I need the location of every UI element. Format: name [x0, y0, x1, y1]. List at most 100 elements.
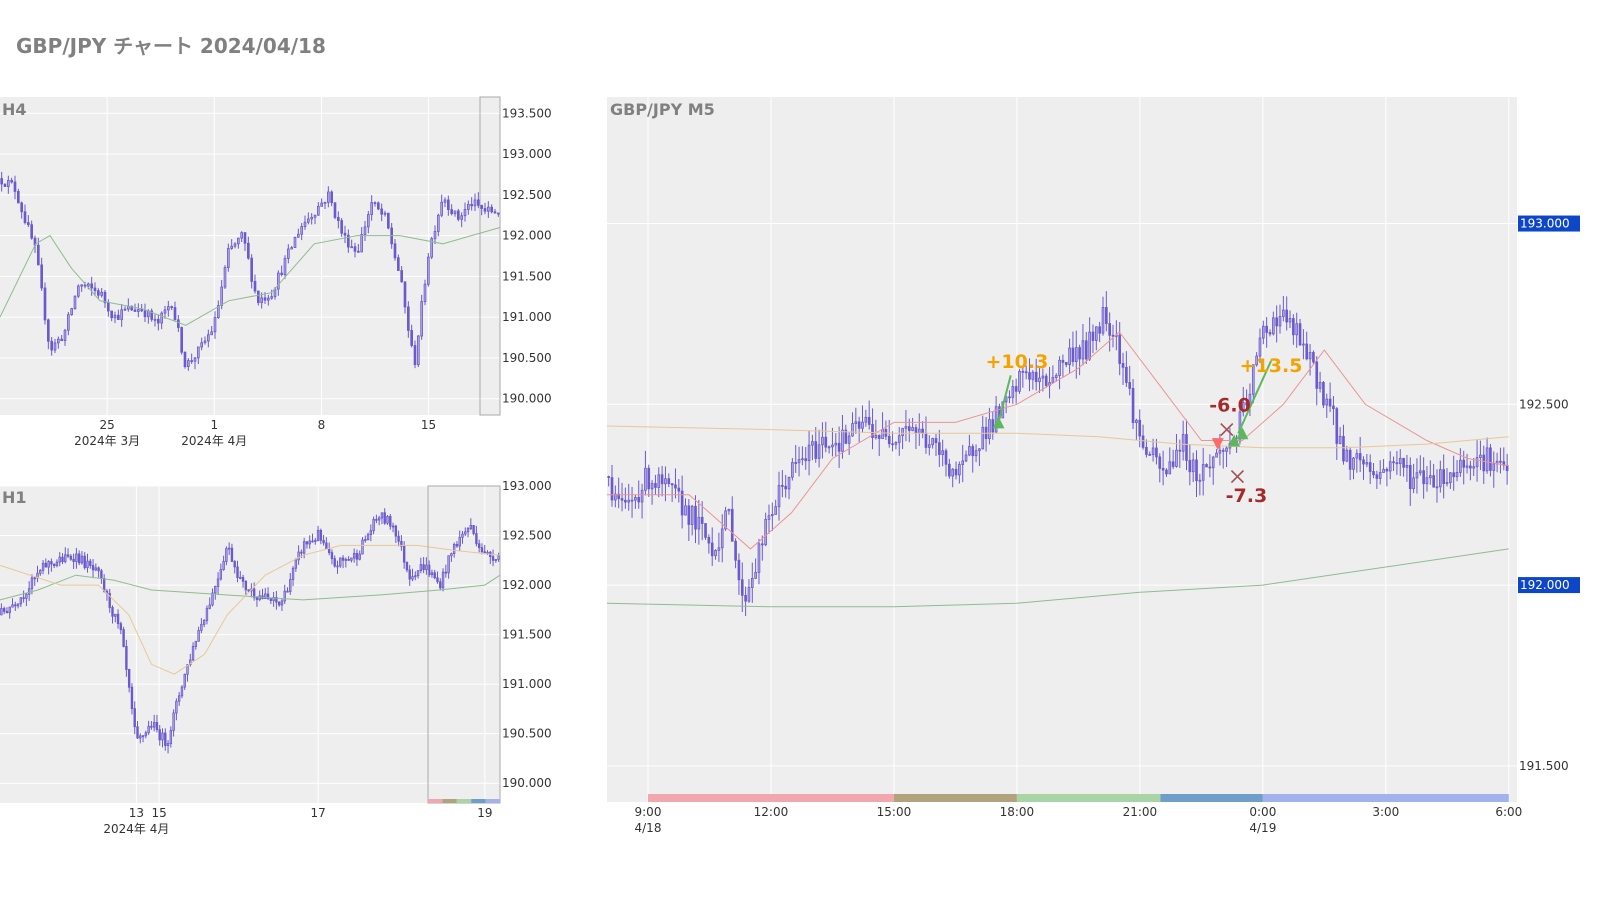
candle — [20, 201, 23, 219]
candle — [66, 548, 70, 559]
candle — [861, 405, 864, 433]
candle — [397, 254, 400, 272]
candle-body — [302, 541, 306, 554]
candle-body — [189, 659, 192, 666]
candle — [103, 289, 107, 308]
candle — [52, 563, 56, 569]
candle-body — [39, 569, 42, 574]
candle — [247, 236, 250, 260]
candle-body — [202, 620, 206, 625]
candle-body — [75, 553, 78, 562]
candle-body — [358, 553, 361, 560]
candle — [194, 640, 198, 650]
candle — [1435, 469, 1439, 503]
candle — [1028, 358, 1031, 392]
candle-body — [57, 338, 60, 344]
candle-body — [225, 548, 228, 562]
candle — [607, 475, 610, 487]
candle-body — [1298, 323, 1302, 346]
candle-body — [1175, 449, 1178, 467]
candle-body — [140, 309, 143, 312]
candle-body — [422, 564, 425, 571]
candle — [236, 560, 239, 583]
candle — [630, 486, 634, 518]
candle — [750, 562, 754, 603]
candle — [871, 408, 874, 450]
candle-body — [1382, 468, 1385, 473]
candle — [680, 475, 684, 529]
candle-body — [1078, 347, 1081, 360]
candle — [60, 334, 63, 342]
candle-body — [247, 242, 250, 259]
candle-body — [1195, 459, 1198, 482]
candle — [364, 535, 367, 543]
pnl-annotation: +10.3 — [986, 351, 1049, 373]
candle-body — [1198, 479, 1202, 482]
candle-body — [152, 722, 156, 728]
candle-body — [917, 428, 921, 434]
candle-body — [1255, 355, 1258, 366]
candle-body — [1475, 457, 1479, 468]
candle — [887, 419, 891, 448]
candle — [720, 514, 724, 563]
candle — [1094, 326, 1098, 351]
candle — [252, 582, 256, 601]
candle — [163, 305, 167, 319]
candle-body — [1338, 435, 1342, 444]
candle-body — [447, 199, 450, 211]
candle-body — [1145, 447, 1148, 455]
candle-body — [707, 536, 711, 544]
candle — [297, 228, 300, 238]
candle-body — [1342, 435, 1345, 462]
candle — [97, 288, 100, 299]
candle-body — [1215, 452, 1218, 458]
candle — [417, 335, 420, 368]
candle — [647, 464, 651, 497]
candle-body — [433, 230, 437, 240]
x-tick-label: 1 — [210, 418, 218, 432]
entry-down-marker — [1211, 438, 1224, 451]
candle-body — [1024, 371, 1028, 374]
candle-body — [494, 559, 498, 561]
candle-body — [477, 199, 480, 206]
candle-body — [373, 202, 377, 205]
candle — [891, 431, 894, 452]
candle-body — [375, 518, 378, 521]
candle — [58, 552, 61, 567]
candle-body — [480, 204, 483, 209]
moving-average-line — [0, 574, 501, 601]
candle — [303, 215, 307, 230]
candle — [483, 544, 486, 555]
candle — [120, 303, 123, 327]
candle — [700, 501, 704, 541]
candle — [1041, 368, 1045, 392]
candle-body — [1148, 454, 1152, 456]
candle-body — [747, 587, 751, 602]
candle — [427, 253, 430, 287]
session-band — [893, 794, 1017, 802]
candle — [1482, 445, 1486, 484]
session-band-mini — [442, 799, 457, 803]
candle-body — [370, 202, 373, 215]
candle — [1402, 457, 1405, 477]
candle-body — [41, 562, 45, 571]
candle-body — [841, 429, 844, 452]
pnl-annotation: -6.0 — [1209, 395, 1251, 417]
candle — [961, 444, 965, 483]
candle — [30, 574, 34, 595]
candle-body — [410, 330, 413, 346]
candle — [1452, 455, 1456, 491]
candle — [119, 621, 123, 635]
candle — [0, 171, 3, 192]
candle-body — [710, 542, 714, 557]
candle — [1018, 368, 1021, 394]
candle — [1034, 358, 1038, 391]
candle — [277, 601, 281, 607]
candle — [372, 516, 375, 535]
candle-body — [330, 191, 333, 204]
candle — [17, 188, 20, 204]
highlight-window — [479, 96, 501, 416]
candle — [1064, 361, 1068, 368]
candle-body — [461, 533, 464, 538]
candle — [1268, 329, 1272, 337]
